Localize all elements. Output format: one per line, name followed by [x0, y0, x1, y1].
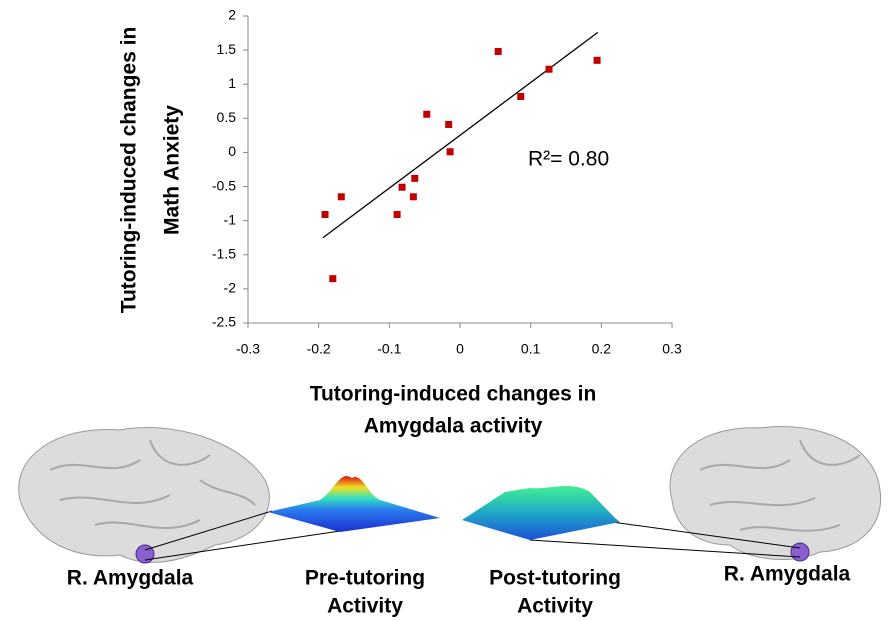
point: [329, 275, 337, 283]
y-axis-label: Math Anxiety: [161, 105, 184, 235]
post-surface: [462, 485, 620, 540]
pre-label: Activity: [327, 595, 403, 618]
y-tick-label: 1: [228, 75, 236, 91]
point: [337, 193, 345, 201]
pre-label: Pre-tutoring: [305, 567, 425, 590]
x-tick-label: -0.3: [236, 341, 260, 357]
pre-surface: [268, 476, 440, 532]
r-squared: R²= 0.80: [528, 148, 609, 171]
x-tick-label: 0.1: [521, 341, 541, 357]
point: [545, 65, 553, 73]
point: [393, 211, 401, 219]
point: [445, 120, 453, 128]
x-axis-label: Amygdala activity: [364, 415, 543, 438]
region-label: R. Amygdala: [67, 567, 194, 590]
x-tick-label: 0: [456, 341, 464, 357]
y-tick-label: -1: [224, 211, 237, 227]
point: [398, 183, 406, 191]
post-label: Post-tutoring: [489, 567, 621, 590]
point: [517, 93, 525, 101]
left-brain: [18, 427, 341, 564]
x-axis-label: Tutoring-induced changes in: [310, 383, 597, 406]
y-tick-label: -2: [224, 280, 237, 296]
x-tick-label: 0.2: [592, 341, 612, 357]
x-tick-label: -0.1: [377, 341, 401, 357]
y-tick-label: 1.5: [217, 41, 237, 57]
point: [593, 56, 601, 64]
y-tick-label: 2: [228, 7, 236, 23]
y-tick-label: 0: [228, 143, 236, 159]
x-tick-label: 0.3: [662, 341, 682, 357]
x-tick-label: -0.2: [307, 341, 331, 357]
point: [446, 148, 454, 156]
point: [494, 47, 502, 55]
point: [411, 174, 419, 182]
y-axis-label: Tutoring-induced changes in: [118, 27, 141, 314]
y-tick-label: -1.5: [212, 245, 236, 261]
point: [423, 110, 431, 118]
trendline: [322, 31, 599, 239]
post-label: Activity: [517, 595, 593, 618]
region-label: R. Amygdala: [724, 563, 851, 586]
point: [321, 211, 329, 219]
point: [409, 193, 417, 201]
y-tick-label: 0.5: [217, 109, 237, 125]
y-tick-label: -0.5: [212, 177, 236, 193]
y-tick-label: -2.5: [212, 314, 236, 330]
scatter-plot: -2.5 -2 -1.5 -1 -0.5 0 0.5 1 1.5 2 -0.3 -0.2 -0.1 0 0.…: [118, 7, 682, 438]
right-brain: [529, 426, 882, 562]
